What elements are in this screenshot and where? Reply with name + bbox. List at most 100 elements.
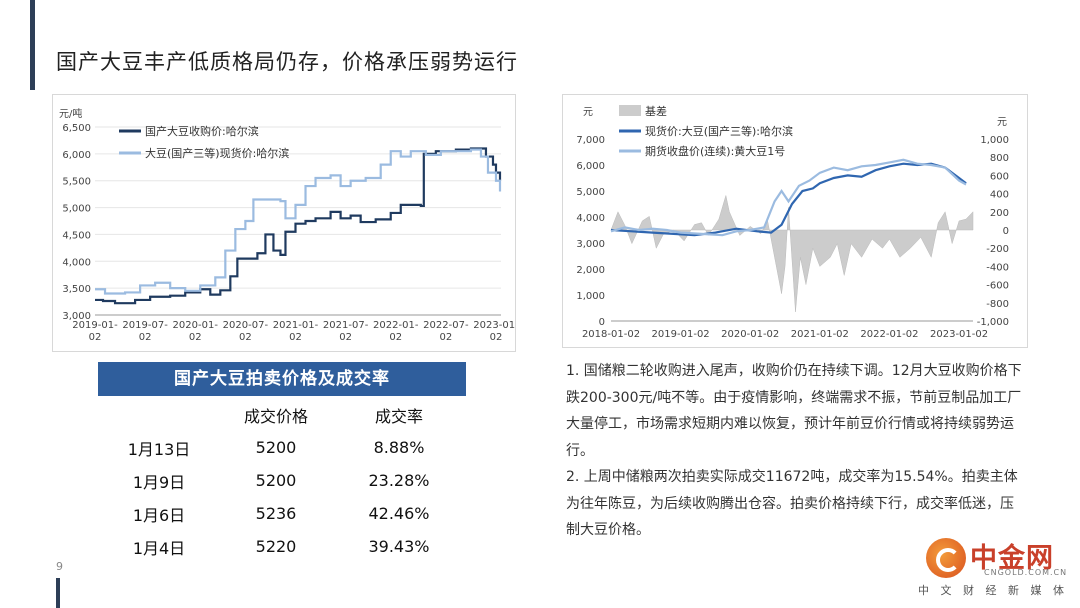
cngold-logo: 中金网 CNGOLD.COM.CN 中 文 财 经 新 媒 体 bbox=[912, 534, 1072, 604]
auction-header-price: 成交价格 bbox=[243, 406, 308, 426]
x-tick-label: 2020-07- bbox=[223, 320, 269, 331]
y-tick-label: 6,000 bbox=[576, 161, 605, 172]
table-row: 1月6日 5236 42.46% bbox=[98, 497, 466, 530]
x-tick-label: 2018-01-02 bbox=[582, 329, 640, 340]
y-tick-label: 7,000 bbox=[576, 135, 605, 146]
y-tick-label: 0 bbox=[599, 317, 605, 328]
auction-date: 1月6日 bbox=[132, 505, 186, 525]
y2-tick-label: 600 bbox=[990, 171, 1009, 182]
auction-date: 1月9日 bbox=[132, 472, 186, 492]
auction-table: 成交价格 成交率 1月13日 5200 8.88% 1月9日 5200 23.2… bbox=[98, 398, 466, 563]
legend-label: 基差 bbox=[645, 104, 667, 118]
auction-price: 5200 bbox=[255, 471, 297, 490]
x-tick-label: 2022-01- bbox=[373, 320, 419, 331]
x-tick-label-day: 02 bbox=[490, 332, 503, 343]
x-tick-label-day: 02 bbox=[389, 332, 402, 343]
note-paragraph: 2. 上周中储粮两次拍卖实际成交11672吨，成交率为15.54%。拍卖主体为往… bbox=[566, 469, 1018, 538]
x-tick-label: 2020-01- bbox=[173, 320, 219, 331]
x-tick-label: 2021-01- bbox=[273, 320, 319, 331]
page-number: 9 bbox=[56, 560, 63, 573]
x-tick-label: 2022-01-02 bbox=[860, 329, 918, 340]
table-row: 1月4日 5220 39.43% bbox=[98, 530, 466, 563]
legend-label: 期货收盘价(连续):黄大豆1号 bbox=[645, 144, 785, 158]
logo-url: CNGOLD.COM.CN bbox=[984, 568, 1068, 577]
chart-left-svg: 元/吨 3,000 3,500 4,000 4,500 5,000 5,500 6,000 6,… bbox=[59, 107, 519, 343]
x-tick-label: 2020-01-02 bbox=[721, 329, 779, 340]
y-tick-label: 4,000 bbox=[576, 213, 605, 224]
y-tick-label: 3,000 bbox=[62, 311, 91, 322]
y-tick-label: 6,500 bbox=[62, 123, 91, 134]
y-axis-label: 元/吨 bbox=[59, 107, 82, 120]
x-tick-label: 2021-07- bbox=[323, 320, 369, 331]
auction-price: 5236 bbox=[255, 504, 297, 523]
y-tick-label: 6,000 bbox=[62, 150, 91, 161]
domestic-soybean-price-chart: 元/吨 3,000 3,500 4,000 4,500 5,000 5,500 6,000 6,… bbox=[52, 94, 519, 352]
chart-right-svg: 元元01,0002,0003,0004,0005,0006,0007,000-1… bbox=[576, 104, 1009, 340]
y-tick-label: 4,500 bbox=[62, 230, 91, 241]
y2-tick-label: -600 bbox=[986, 281, 1009, 292]
auction-header-rate: 成交率 bbox=[374, 406, 423, 426]
auction-price: 5220 bbox=[255, 537, 297, 556]
auction-rate: 23.28% bbox=[368, 471, 430, 490]
auction-price: 5200 bbox=[255, 438, 297, 457]
y2-tick-label: -200 bbox=[986, 244, 1009, 255]
table-row: 1月13日 5200 8.88% bbox=[98, 431, 466, 464]
x-tick-label-day: 02 bbox=[239, 332, 252, 343]
auction-date: 1月13日 bbox=[127, 439, 191, 459]
y2-tick-label: 800 bbox=[990, 153, 1009, 164]
x-tick-label-day: 02 bbox=[189, 332, 202, 343]
x-tick-label-day: 02 bbox=[439, 332, 452, 343]
page-title: 国产大豆丰产低质格局仍存，价格承压弱势运行 bbox=[56, 50, 518, 74]
y2-tick-label: -800 bbox=[986, 299, 1009, 310]
y-tick-label: 4,000 bbox=[62, 257, 91, 268]
y-tick-label: 1,000 bbox=[576, 291, 605, 302]
y2-tick-label: 200 bbox=[990, 208, 1009, 219]
x-tick-label: 2022-07- bbox=[423, 320, 469, 331]
series-line-2 bbox=[95, 148, 502, 295]
y2-axis-label: 元 bbox=[997, 117, 1007, 128]
title-accent-bar bbox=[30, 0, 35, 90]
legend-swatch bbox=[619, 105, 641, 116]
y-tick-label: 2,000 bbox=[576, 265, 605, 276]
x-tick-label-day: 02 bbox=[289, 332, 302, 343]
auction-rate: 42.46% bbox=[368, 504, 430, 523]
auction-rate: 8.88% bbox=[373, 438, 425, 457]
x-tick-label-day: 02 bbox=[339, 332, 352, 343]
x-tick-label-day: 02 bbox=[89, 332, 102, 343]
y2-tick-label: -1,000 bbox=[977, 317, 1009, 328]
x-tick-label-day: 02 bbox=[139, 332, 152, 343]
y2-tick-label: 0 bbox=[1003, 226, 1009, 237]
table-row: 1月9日 5200 23.28% bbox=[98, 464, 466, 497]
auction-table-title: 国产大豆拍卖价格及成交率 bbox=[98, 362, 466, 396]
basis-area bbox=[610, 195, 974, 312]
note-paragraph: 1. 国储粮二轮收购进入尾声，收购价仍在持续下调。12月大豆收购价格下跌200-… bbox=[566, 363, 1022, 459]
auction-date: 1月4日 bbox=[132, 538, 186, 558]
y-tick-label: 3,000 bbox=[576, 239, 605, 250]
series-line-2 bbox=[610, 158, 967, 237]
x-tick-label: 2023-01- bbox=[473, 320, 515, 331]
series-line-1 bbox=[610, 162, 967, 237]
x-tick-label: 2023-01-02 bbox=[930, 329, 988, 340]
y2-tick-label: 1,000 bbox=[980, 135, 1009, 146]
legend-label: 国产大豆收购价:哈尔滨 bbox=[145, 124, 259, 138]
legend-label: 大豆(国产三等)现货价:哈尔滨 bbox=[145, 146, 289, 160]
x-tick-label: 2019-01-02 bbox=[652, 329, 710, 340]
x-tick-label: 2019-01- bbox=[72, 320, 118, 331]
auction-table-header-row: 成交价格 成交率 bbox=[98, 398, 466, 431]
y-tick-label: 5,500 bbox=[62, 177, 91, 188]
y2-tick-label: -400 bbox=[986, 262, 1009, 273]
y-tick-label: 5,000 bbox=[576, 187, 605, 198]
y2-tick-label: 400 bbox=[990, 190, 1009, 201]
x-tick-label: 2019-07- bbox=[122, 320, 168, 331]
x-tick-label: 2021-01-02 bbox=[791, 329, 849, 340]
y-axis-label: 元 bbox=[583, 107, 593, 118]
auction-rate: 39.43% bbox=[368, 537, 430, 556]
series-line-1 bbox=[95, 147, 502, 305]
footer-accent-bar bbox=[56, 578, 60, 608]
logo-slogan: 中 文 财 经 新 媒 体 bbox=[918, 584, 1068, 597]
y-tick-label: 3,500 bbox=[62, 284, 91, 295]
analysis-notes: 1. 国储粮二轮收购进入尾声，收购价仍在持续下调。12月大豆收购价格下跌200-… bbox=[566, 358, 1026, 544]
legend-label: 现货价:大豆(国产三等):哈尔滨 bbox=[645, 124, 793, 138]
logo-name: 中金网 bbox=[970, 543, 1054, 574]
y-tick-label: 5,000 bbox=[62, 204, 91, 215]
